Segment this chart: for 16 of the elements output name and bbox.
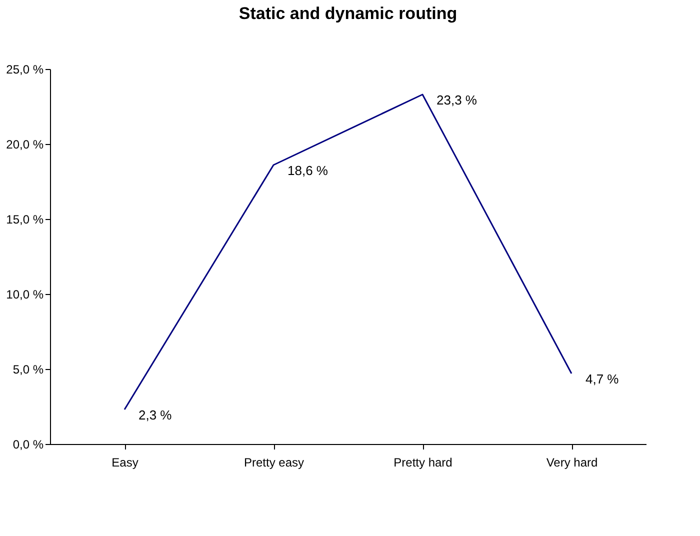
line-series xyxy=(124,94,572,410)
y-tick-label: 15,0 % xyxy=(6,212,44,226)
data-label: 18,6 % xyxy=(288,163,328,178)
y-tick-label: 5,0 % xyxy=(12,362,44,376)
data-label: 23,3 % xyxy=(436,92,478,108)
data-label: 2,3 % xyxy=(138,408,172,422)
chart-title: Static and dynamic routing xyxy=(238,4,458,23)
y-tick-label: 20,0 % xyxy=(6,138,44,152)
x-tick-label: Pretty easy xyxy=(244,456,304,470)
x-tick-label: Easy xyxy=(112,456,138,470)
x-tick-label: Very hard xyxy=(546,456,598,470)
y-tick-label: 10,0 % xyxy=(6,288,44,302)
y-tick-label: 25,0 % xyxy=(6,62,44,76)
x-tick-label: Pretty hard xyxy=(394,456,452,470)
data-label: 4,7 % xyxy=(586,372,620,386)
y-tick-label: 0,0 % xyxy=(12,438,44,452)
